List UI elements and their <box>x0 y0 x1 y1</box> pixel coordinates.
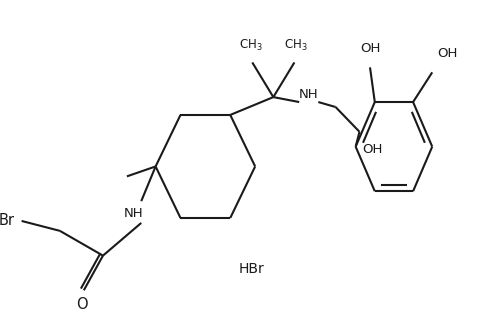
Text: OH: OH <box>437 48 457 60</box>
Text: OH: OH <box>360 43 380 55</box>
Text: O: O <box>76 297 88 312</box>
Text: NH: NH <box>124 207 144 219</box>
Text: OH: OH <box>362 143 383 156</box>
Text: Br: Br <box>0 213 15 228</box>
Text: NH: NH <box>299 88 319 100</box>
Text: CH$_3$: CH$_3$ <box>239 38 262 53</box>
Text: HBr: HBr <box>239 263 264 276</box>
Text: CH$_3$: CH$_3$ <box>284 38 308 53</box>
